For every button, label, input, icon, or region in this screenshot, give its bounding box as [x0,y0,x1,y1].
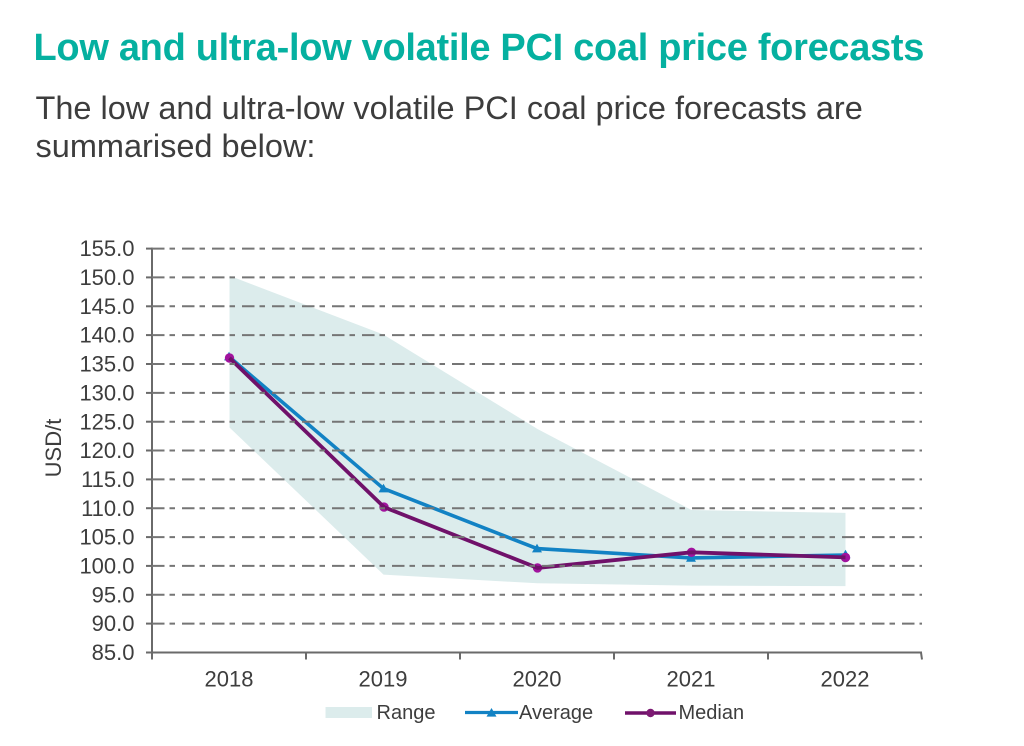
svg-text:135.0: 135.0 [79,352,134,377]
svg-text:Range: Range [377,702,436,724]
svg-text:110.0: 110.0 [81,496,134,521]
svg-text:2021: 2021 [667,667,716,692]
svg-text:2019: 2019 [359,667,408,692]
svg-text:100.0: 100.0 [79,554,134,579]
svg-text:2020: 2020 [513,667,562,692]
svg-text:155.0: 155.0 [79,236,134,261]
svg-text:Average: Average [519,702,593,724]
svg-text:150.0: 150.0 [79,265,134,290]
svg-text:USD/t: USD/t [41,419,66,478]
svg-text:145.0: 145.0 [79,294,134,319]
svg-text:115.0: 115.0 [81,467,134,492]
svg-text:2018: 2018 [205,667,254,692]
svg-text:2022: 2022 [821,667,870,692]
svg-text:130.0: 130.0 [79,381,134,406]
svg-text:125.0: 125.0 [79,409,134,434]
svg-text:140.0: 140.0 [79,323,134,348]
svg-text:105.0: 105.0 [79,525,134,550]
svg-text:95.0: 95.0 [92,582,135,607]
svg-text:90.0: 90.0 [92,611,135,636]
svg-text:120.0: 120.0 [79,438,134,463]
svg-text:Median: Median [679,702,745,724]
svg-text:85.0: 85.0 [92,640,135,665]
